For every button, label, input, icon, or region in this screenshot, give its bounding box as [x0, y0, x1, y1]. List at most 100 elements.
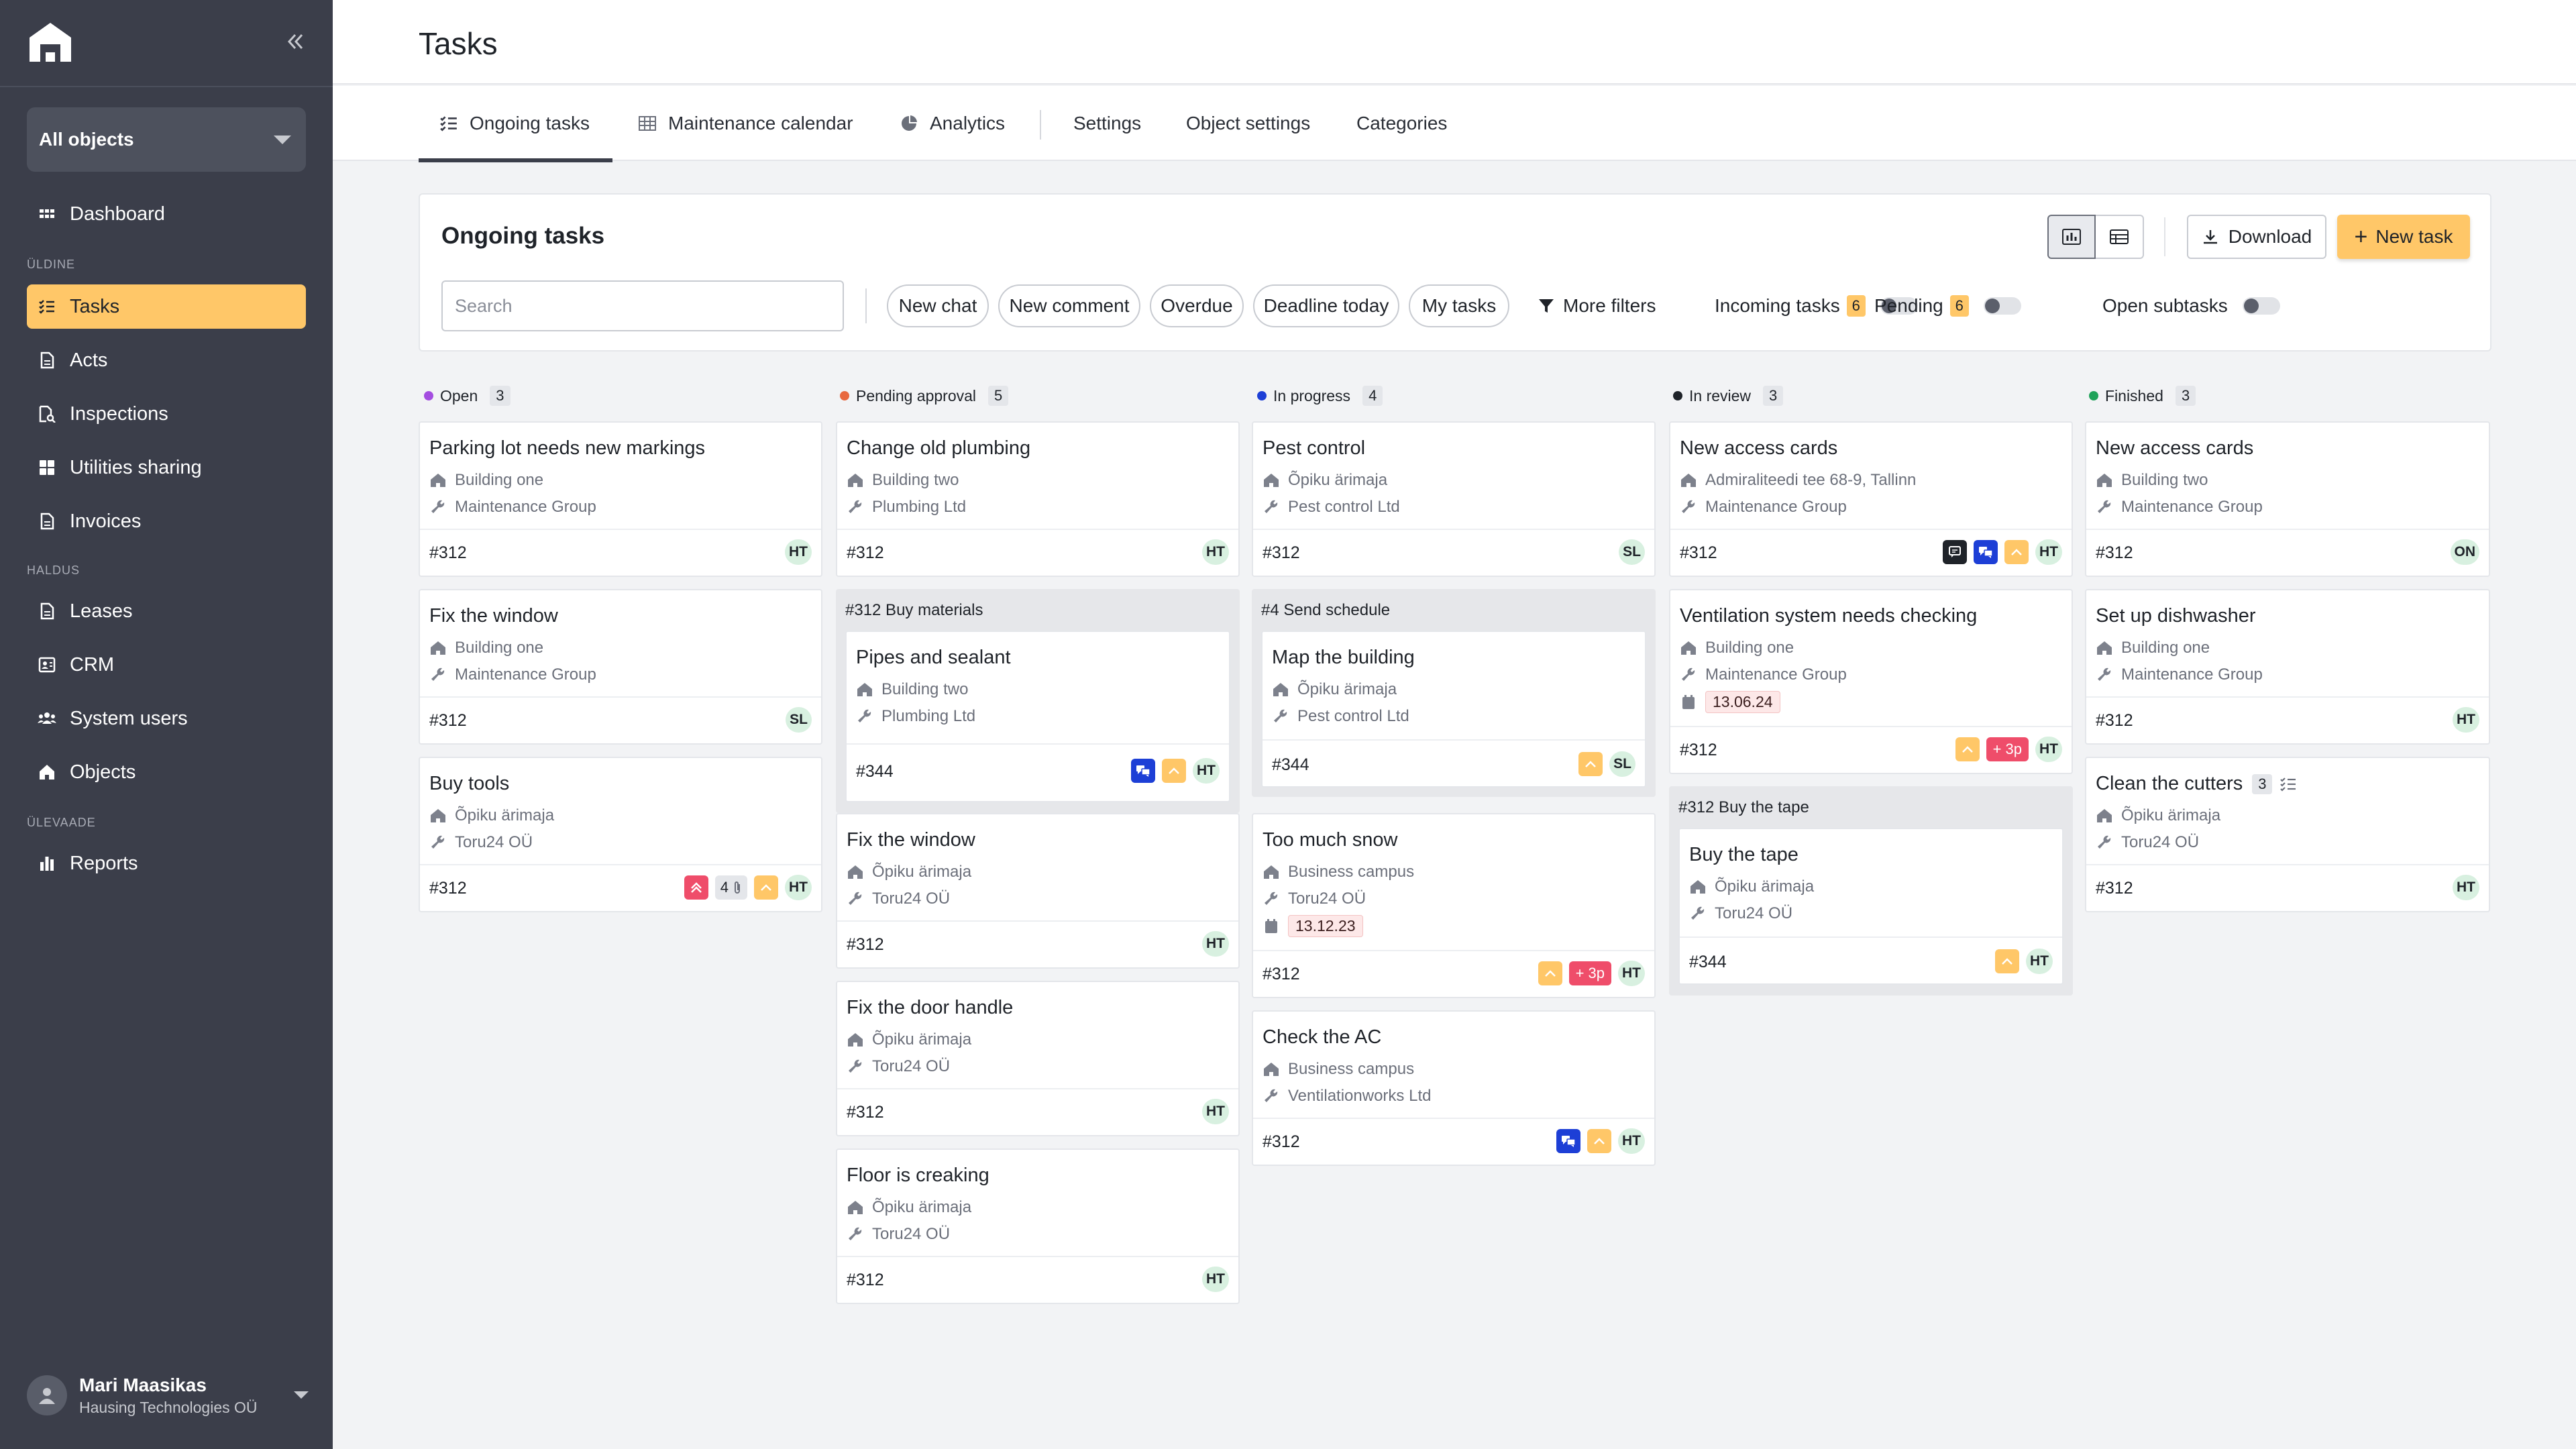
status-dot — [2089, 391, 2098, 400]
parent-task-title[interactable]: #4 Send schedule — [1261, 601, 1391, 619]
task-object: Business campus — [1263, 1060, 1414, 1079]
subtask-card[interactable]: Map the building Õpiku ärimaja Pest cont… — [1261, 631, 1646, 788]
task-object-label: Building two — [2121, 471, 2208, 489]
task-id: #344 — [856, 762, 894, 781]
new-task-button[interactable]: + New task — [2337, 215, 2470, 259]
sidebar-item-system-users[interactable]: System users — [27, 696, 306, 741]
task-card[interactable]: Change old plumbing Building two Plumbin… — [836, 421, 1240, 577]
task-card[interactable]: Check the AC Business campus Ventilation… — [1252, 1010, 1656, 1166]
chip-my-tasks[interactable]: My tasks — [1409, 284, 1509, 327]
chip-new-chat[interactable]: New chat — [887, 284, 989, 327]
card-divider — [1263, 739, 1645, 741]
column-count: 3 — [1763, 386, 1784, 406]
sidebar-item-tasks[interactable]: Tasks — [27, 284, 306, 329]
tab-analytics[interactable]: Analytics — [899, 86, 1005, 161]
sidebar-item-objects[interactable]: Objects — [27, 750, 306, 794]
task-deadline: 13.12.23 — [1263, 915, 1363, 937]
chip-overdue[interactable]: Overdue — [1150, 284, 1244, 327]
task-card[interactable]: Buy tools Õpiku ärimaja Toru24 OÜ #312 4… — [419, 757, 822, 912]
new-chat-icon — [1556, 1129, 1580, 1153]
search-input[interactable] — [441, 280, 844, 331]
wrench-icon — [1689, 905, 1707, 922]
sidebar-item-inspections[interactable]: Inspections — [27, 392, 306, 436]
task-card[interactable]: New access cards Building two Maintenanc… — [2085, 421, 2490, 577]
incoming-tasks-toggle[interactable] — [1880, 297, 1918, 315]
more-filters-button[interactable]: More filters — [1538, 284, 1656, 327]
chevron-down-icon[interactable] — [294, 1391, 309, 1399]
task-card[interactable]: Pest control Õpiku ärimaja Pest control … — [1252, 421, 1656, 577]
tab-object-settings[interactable]: Object settings — [1186, 86, 1310, 161]
task-card[interactable]: Set up dishwasher Building one Maintenan… — [2085, 589, 2490, 745]
assignee-avatar: SL — [786, 707, 812, 733]
task-title: New access cards — [1680, 437, 1838, 459]
task-title: Pest control — [1263, 437, 1366, 459]
task-badges: HT — [2453, 875, 2479, 900]
incoming-tasks-filter: Incoming tasks 6 — [1715, 284, 1918, 327]
card-divider — [837, 920, 1238, 922]
task-card[interactable]: Ventilation system needs checking Buildi… — [1669, 589, 2073, 774]
task-id: #312 — [429, 543, 467, 562]
user-menu[interactable]: Mari Maasikas Hausing Technologies OÜ — [27, 1368, 309, 1422]
task-provider: Pest control Ltd — [1272, 707, 1409, 726]
task-object: Building one — [2096, 639, 2210, 657]
logo-icon[interactable] — [27, 20, 74, 64]
sidebar-item-acts[interactable]: Acts — [27, 338, 306, 382]
tab-maintenance-calendar[interactable]: Maintenance calendar — [637, 86, 853, 161]
tab-categories[interactable]: Categories — [1356, 86, 1447, 161]
sidebar-item-utilities-sharing[interactable]: Utilities sharing — [27, 445, 306, 490]
subtask-card[interactable]: Buy the tape Õpiku ärimaja Toru24 OÜ #34… — [1678, 828, 2063, 985]
chip-new-comment[interactable]: New comment — [998, 284, 1140, 327]
task-provider-label: Maintenance Group — [455, 498, 596, 516]
task-card[interactable]: Parking lot needs new markings Building … — [419, 421, 822, 577]
wrench-icon — [429, 666, 447, 684]
task-id: #312 — [1263, 965, 1300, 983]
object-select[interactable]: All objects — [27, 107, 306, 172]
wrench-icon — [2096, 834, 2113, 851]
table-view-button[interactable] — [2096, 215, 2144, 259]
task-card[interactable]: New access cards Admiraliteedi tee 68-9,… — [1669, 421, 2073, 577]
task-card[interactable]: Fix the door handle Õpiku ärimaja Toru24… — [836, 981, 1240, 1136]
user-icon — [39, 1388, 55, 1404]
open-subtasks-toggle[interactable] — [2242, 297, 2280, 315]
attachments-badge: 4 — [714, 875, 747, 900]
task-card[interactable]: Clean the cutters 3 Õpiku ärimaja Toru24… — [2085, 757, 2490, 912]
overdue-days-badge: + 3p — [1568, 961, 1611, 985]
sidebar-item-label: System users — [70, 707, 188, 729]
view-toggle — [2047, 215, 2144, 259]
sidebar-item-reports[interactable]: Reports — [27, 841, 306, 885]
new-comment-icon — [1943, 540, 1967, 564]
parent-task-title[interactable]: #312 Buy the tape — [1678, 798, 1809, 816]
collapse-sidebar-icon[interactable] — [282, 28, 309, 55]
board-view-icon — [2062, 229, 2081, 245]
task-object-label: Business campus — [1288, 863, 1415, 881]
task-card[interactable]: Fix the window Õpiku ärimaja Toru24 OÜ #… — [836, 813, 1240, 969]
sidebar-item-invoices[interactable]: Invoices — [27, 499, 306, 543]
task-card[interactable]: Too much snow Business campus Toru24 OÜ … — [1252, 813, 1656, 998]
tab-settings[interactable]: Settings — [1073, 86, 1141, 161]
task-provider: Ventilationworks Ltd — [1263, 1087, 1431, 1106]
card-divider — [2086, 696, 2489, 698]
sidebar-item-leases[interactable]: Leases — [27, 589, 306, 633]
task-id: #312 — [2096, 879, 2133, 898]
tab-ongoing-tasks[interactable]: Ongoing tasks — [419, 86, 612, 162]
document-icon — [38, 351, 56, 370]
task-title: Check the AC — [1263, 1026, 1382, 1048]
column-count: 5 — [988, 386, 1009, 406]
chip-deadline-today[interactable]: Deadline today — [1253, 284, 1399, 327]
column-count: 3 — [2175, 386, 2196, 406]
card-divider — [1253, 529, 1654, 530]
filter-panel: Ongoing tasks Download + New task New ch… — [419, 193, 2491, 352]
sidebar-item-crm[interactable]: CRM — [27, 643, 306, 687]
subtask-card[interactable]: Pipes and sealant Building two Plumbing … — [845, 631, 1230, 802]
board-view-button[interactable] — [2047, 215, 2096, 259]
task-card[interactable]: Floor is creaking Õpiku ärimaja Toru24 O… — [836, 1148, 1240, 1304]
task-card[interactable]: Fix the window Building one Maintenance … — [419, 589, 822, 745]
pending-count: 6 — [1949, 295, 1969, 317]
sidebar-item-dashboard[interactable]: Dashboard — [27, 192, 306, 236]
parent-task-title[interactable]: #312 Buy materials — [845, 601, 983, 619]
pending-toggle[interactable] — [1983, 297, 2021, 315]
download-button[interactable]: Download — [2187, 215, 2326, 259]
tab-label: Ongoing tasks — [470, 113, 590, 133]
deadline-date: 13.12.23 — [1288, 915, 1363, 937]
tab-label: Object settings — [1186, 113, 1311, 133]
